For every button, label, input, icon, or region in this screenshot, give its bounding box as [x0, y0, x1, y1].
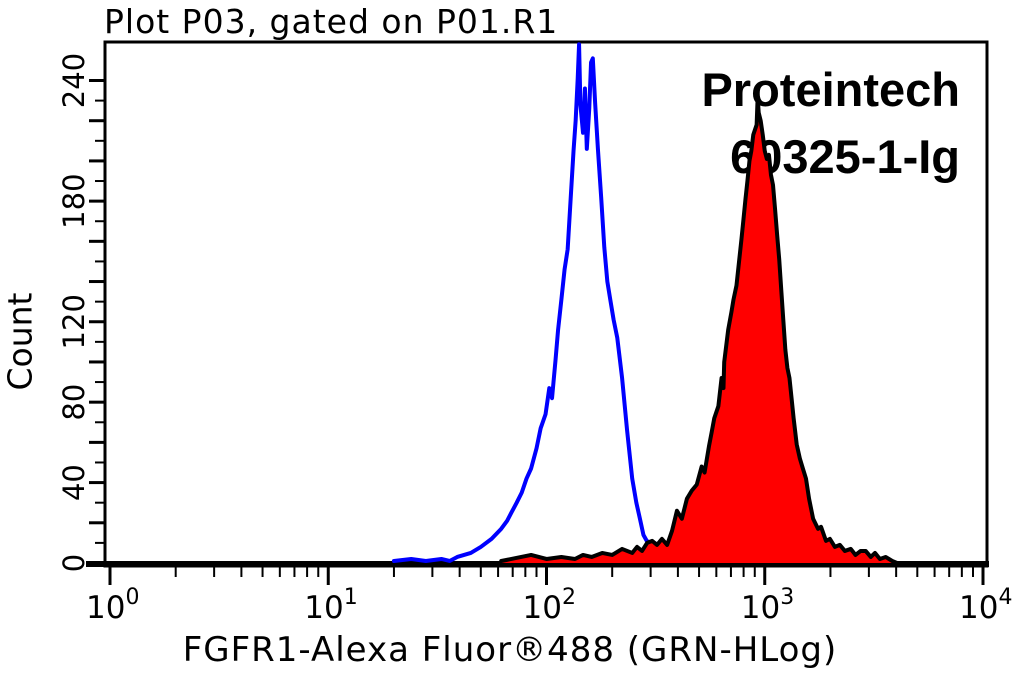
x-tick-label: 102: [523, 585, 576, 626]
chart-title: Plot P03, gated on P01.R1: [104, 2, 559, 41]
y-tick-label: 180: [57, 173, 91, 228]
annotation-brand: Proteintech: [701, 63, 960, 116]
y-tick-label: 0: [57, 554, 91, 572]
annotation-catalog-number: 60325-1-Ig: [730, 130, 960, 184]
annotation-block: Proteintech 60325-1-Ig: [701, 56, 960, 190]
x-axis-title: FGFR1-Alexa Fluor®488 (GRN-HLog): [182, 630, 838, 670]
y-tick-label: 80: [57, 384, 91, 421]
y-tick-label: 120: [57, 294, 91, 349]
control-histogram-curve: [391, 42, 666, 563]
x-tick-label: 104: [959, 585, 1012, 626]
y-tick-label: 240: [57, 53, 91, 108]
x-tick-label: 100: [86, 585, 139, 626]
x-tick-exponent: 3: [780, 585, 794, 610]
x-tick-exponent: 2: [562, 585, 576, 610]
x-tick-label: 101: [304, 585, 357, 626]
x-tick-exponent: 1: [344, 585, 358, 610]
y-tick-label: 40: [57, 464, 91, 501]
x-tick-exponent: 0: [125, 585, 139, 610]
x-tick-label: 103: [741, 585, 794, 626]
x-tick-exponent: 4: [998, 585, 1012, 610]
y-axis-title: Count: [0, 292, 40, 391]
